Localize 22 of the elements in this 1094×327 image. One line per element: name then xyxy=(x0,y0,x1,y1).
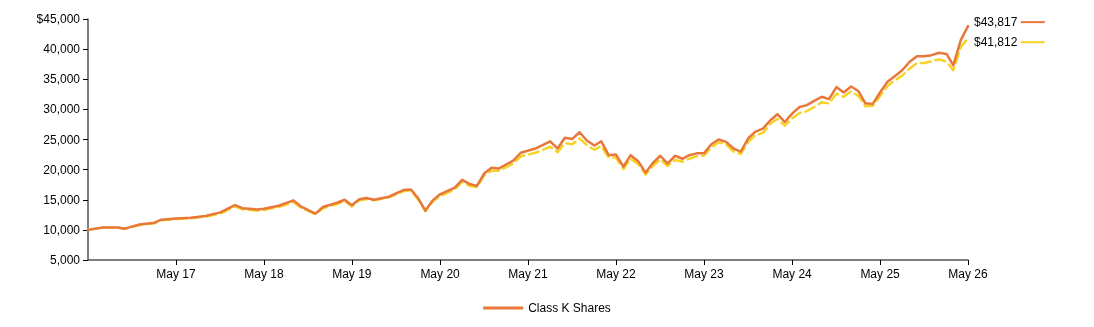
x-tick-label: May 19 xyxy=(332,267,372,281)
x-tick-label: May 22 xyxy=(596,267,636,281)
x-tick-label: May 17 xyxy=(156,267,196,281)
x-tick-label: May 20 xyxy=(420,267,461,281)
x-tick-label: May 26 xyxy=(948,267,988,281)
y-tick-label: 30,000 xyxy=(43,102,81,117)
x-tick-label: May 25 xyxy=(860,267,901,281)
y-tick-label: 35,000 xyxy=(43,72,81,87)
y-tick-label: $45,000 xyxy=(36,12,81,26)
y-tick-label: 5,000 xyxy=(49,253,81,267)
y-tick-label: 10,000 xyxy=(43,222,81,237)
y-tick-label: 40,000 xyxy=(43,42,81,57)
data-label: $41,812 xyxy=(974,35,1018,50)
legend-label: Class K Shares xyxy=(528,301,611,315)
x-tick-label: May 21 xyxy=(508,267,548,281)
x-tick-label: May 18 xyxy=(244,267,284,281)
data-label: $43,817 xyxy=(974,15,1018,30)
x-tick-label: May 23 xyxy=(684,267,724,281)
y-tick-label: 15,000 xyxy=(43,192,81,207)
y-tick-label: 25,000 xyxy=(43,132,81,147)
y-tick-label: 20,000 xyxy=(43,162,81,177)
x-tick-label: May 24 xyxy=(772,267,813,281)
